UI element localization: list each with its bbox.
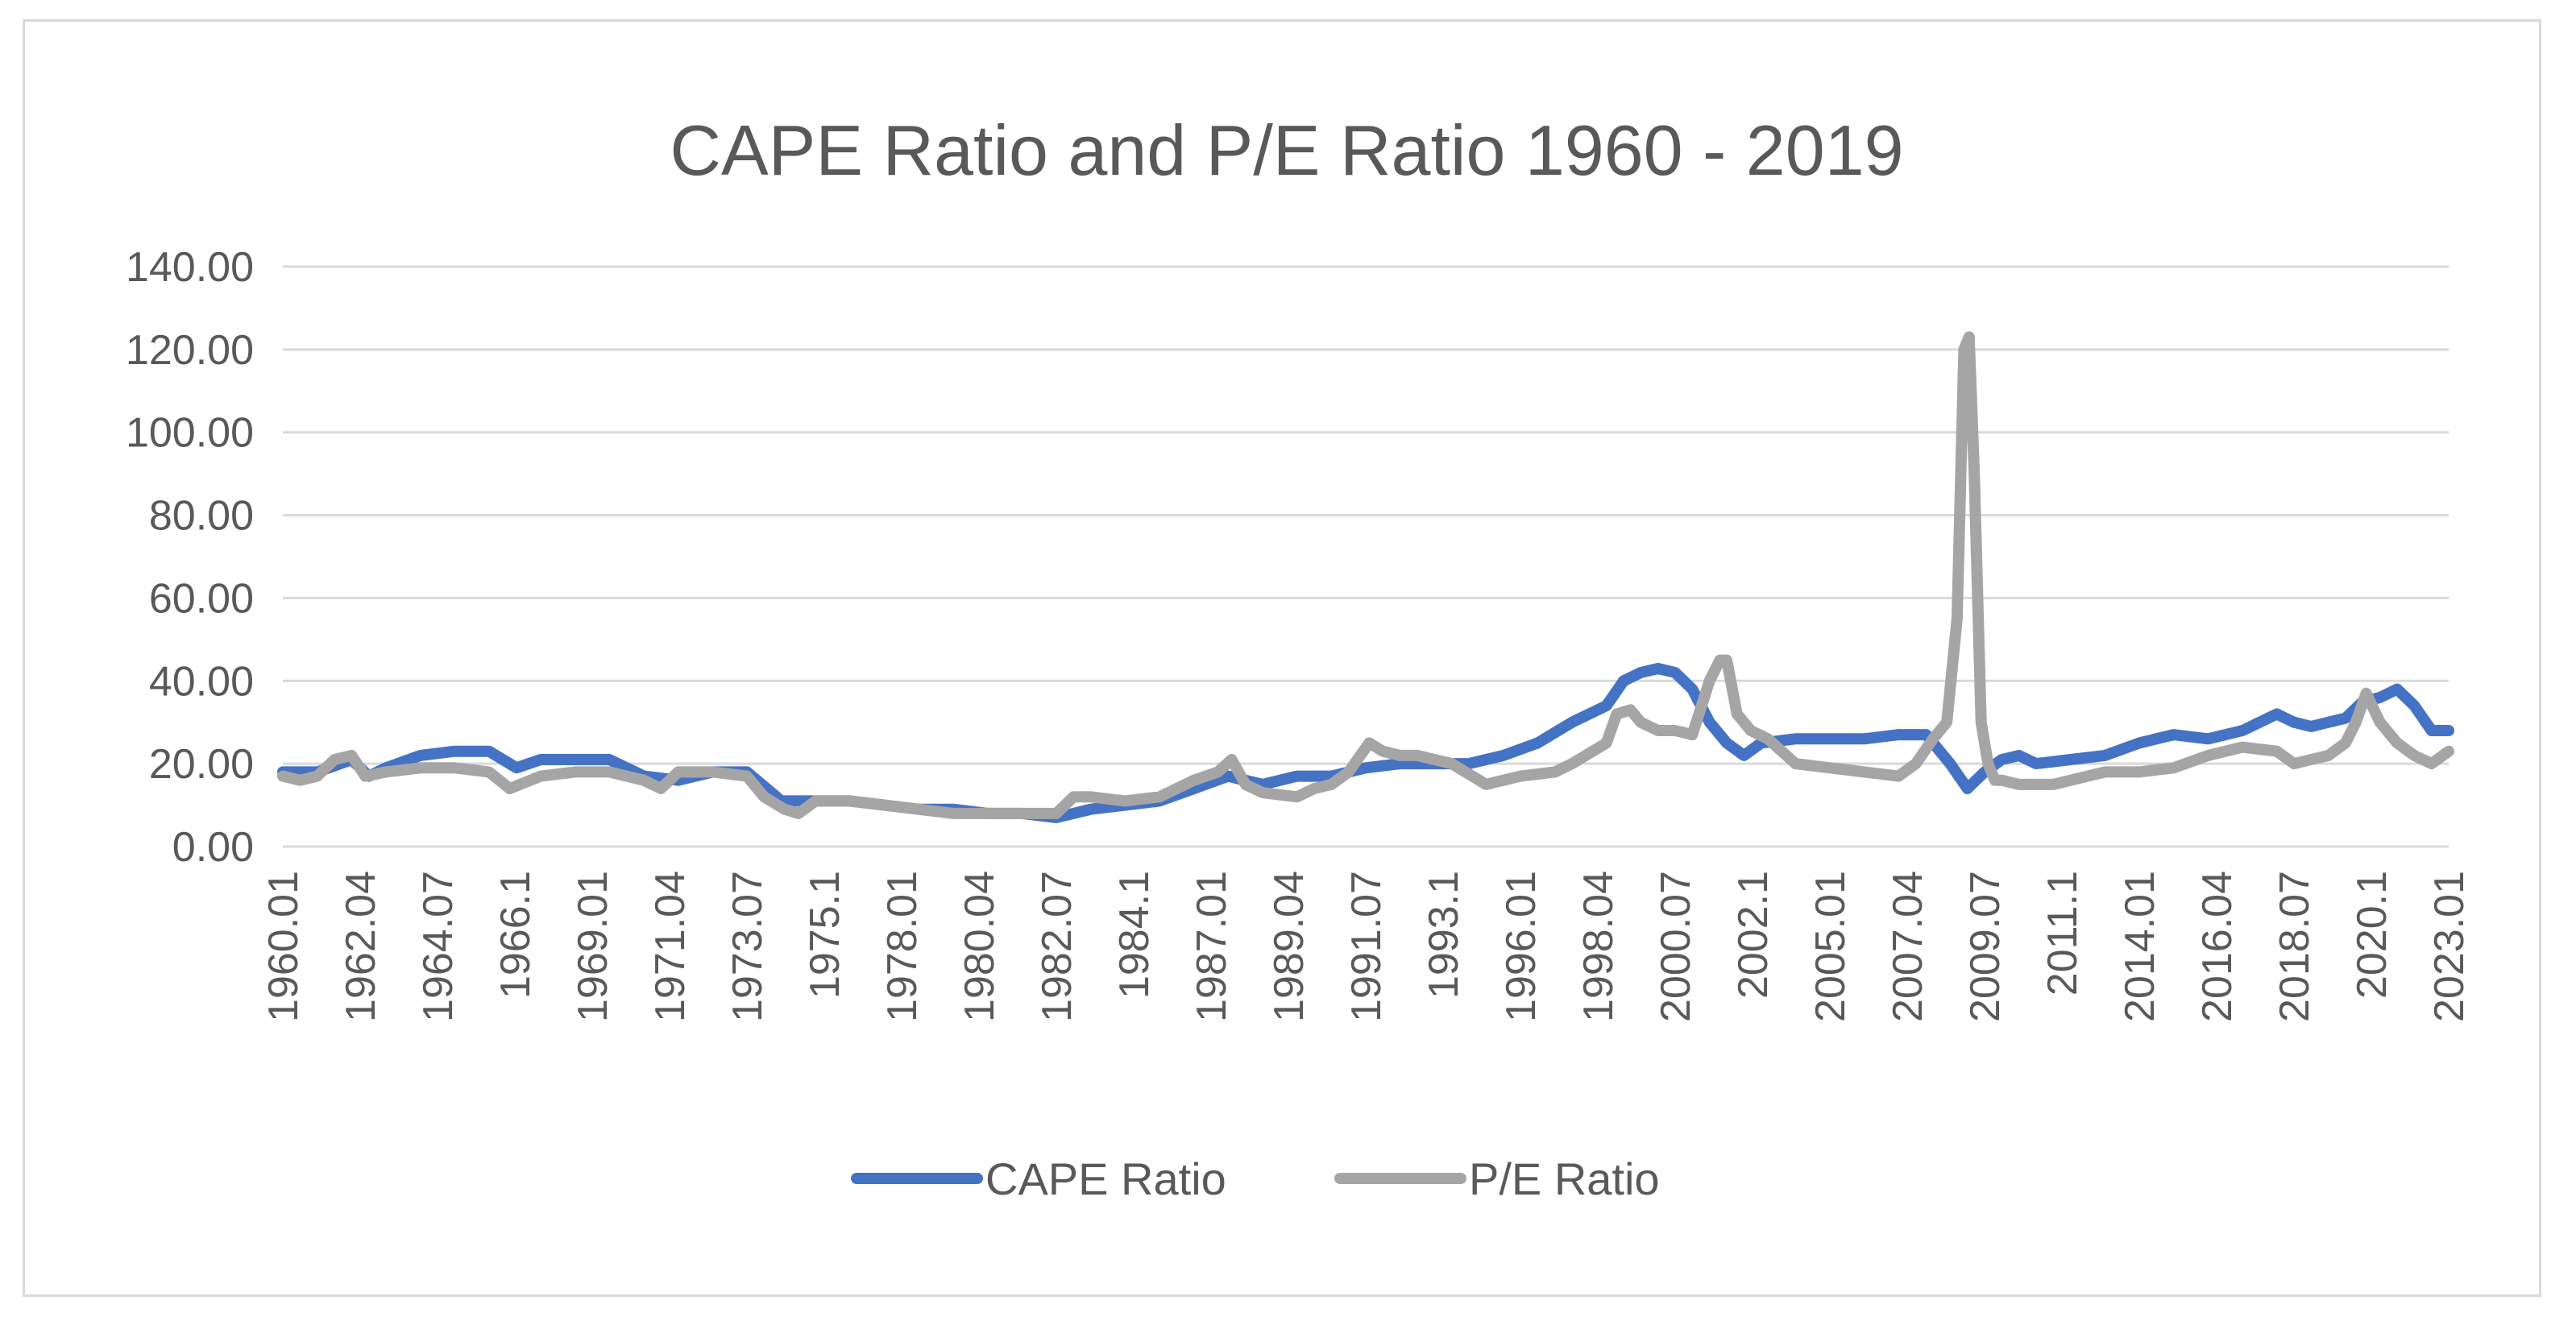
x-tick-label: 1984.1 [1111, 871, 1158, 999]
x-tick-label: 2009.07 [1962, 871, 2009, 1022]
legend-label: CAPE Ratio [985, 1153, 1226, 1204]
x-tick-label: 1971.04 [647, 871, 694, 1022]
x-tick-label: 1982.07 [1034, 871, 1081, 1022]
x-tick-label: 1991.07 [1343, 871, 1390, 1022]
x-tick-label: 1978.01 [879, 871, 926, 1022]
x-axis: 1960.01 1962.04 1964.07 1966.1 1969.01 1971.0… [260, 871, 2473, 1022]
series-line-pe-ratio [277, 331, 2454, 819]
y-tick-label: 120.00 [126, 327, 254, 374]
legend-label: P/E Ratio [1469, 1153, 1660, 1204]
y-tick-label: 60.00 [149, 575, 254, 622]
y-tick-label: 80.00 [149, 493, 254, 540]
x-tick-label: 1962.04 [338, 871, 384, 1022]
y-tick-label: 100.00 [126, 410, 254, 457]
y-axis: 0.00 20.00 40.00 60.00 80.00 100.00 120.00 140.… [126, 244, 254, 871]
x-tick-label: 1975.1 [802, 871, 848, 999]
x-tick-label: 2020.1 [2349, 871, 2396, 999]
x-tick-label: 2000.07 [1653, 871, 1699, 1022]
x-tick-label: 1996.01 [1498, 871, 1545, 1022]
y-tick-label: 0.00 [172, 824, 254, 871]
x-tick-label: 1989.04 [1266, 871, 1313, 1022]
x-tick-label: 2018.07 [2271, 871, 2318, 1022]
x-tick-label: 1969.01 [570, 871, 616, 1022]
x-tick-label: 1973.07 [724, 871, 771, 1022]
x-tick-label: 1964.07 [415, 871, 462, 1022]
legend: CAPE Ratio P/E Ratio [851, 1153, 1660, 1204]
series-layer [277, 331, 2454, 823]
x-tick-label: 2016.04 [2194, 871, 2241, 1022]
line-chart: CAPE Ratio and P/E Ratio 1960 - 2019 0.0… [126, 110, 2473, 1204]
y-tick-label: 40.00 [149, 658, 254, 705]
x-tick-label: 1980.04 [956, 871, 1003, 1022]
x-tick-label: 1993.1 [1421, 871, 1467, 999]
x-tick-label: 2005.01 [1807, 871, 1854, 1022]
y-tick-label: 20.00 [149, 741, 254, 788]
x-tick-label: 1960.01 [260, 871, 307, 1022]
chart-container: CAPE Ratio and P/E Ratio 1960 - 2019 0.0… [23, 19, 2541, 1297]
x-tick-label: 2002.1 [1730, 871, 1777, 999]
x-tick-label: 2023.01 [2426, 871, 2473, 1022]
y-tick-label: 140.00 [126, 244, 254, 291]
x-tick-label: 1987.01 [1188, 871, 1235, 1022]
x-tick-label: 1966.1 [492, 871, 539, 999]
gridlines [283, 265, 2449, 848]
x-tick-label: 2011.1 [2039, 871, 2086, 996]
x-tick-label: 2007.04 [1885, 871, 1931, 1022]
chart-title: CAPE Ratio and P/E Ratio 1960 - 2019 [670, 110, 1903, 190]
x-tick-label: 2014.01 [2117, 871, 2163, 1022]
x-tick-label: 1998.04 [1575, 871, 1622, 1022]
